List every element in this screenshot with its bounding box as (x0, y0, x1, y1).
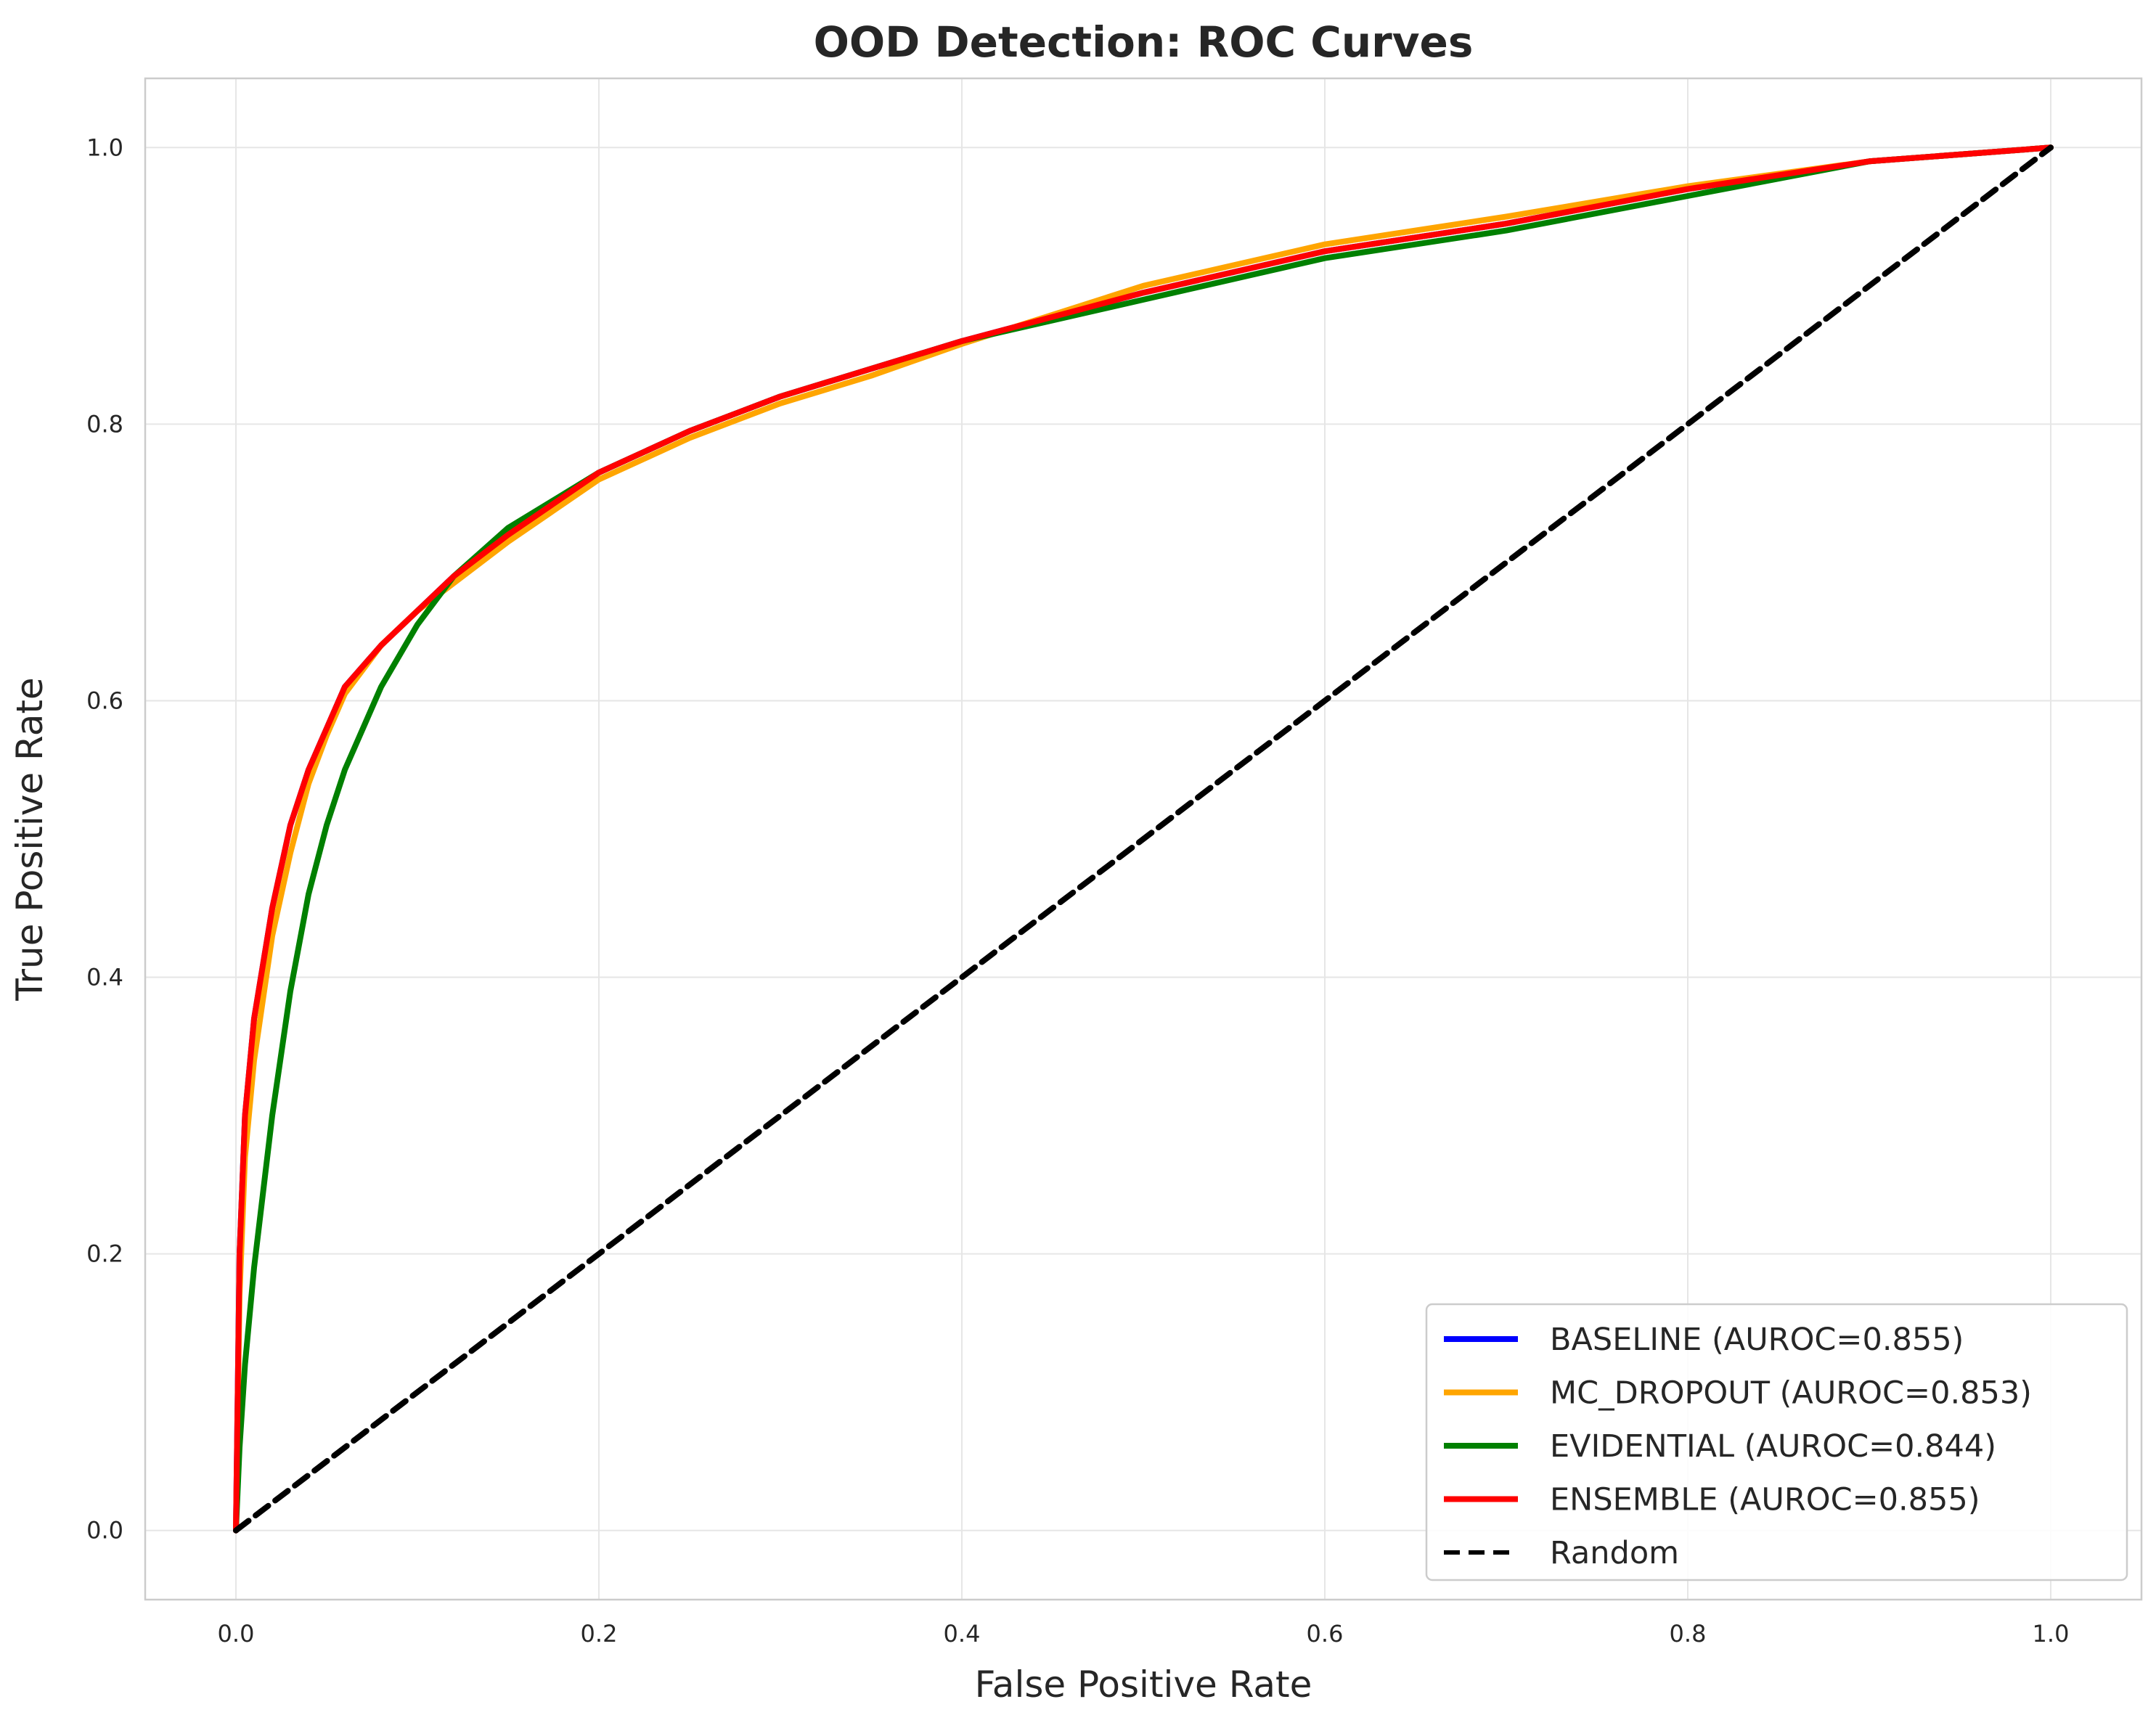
legend-label: Random (1550, 1535, 1679, 1571)
series-group (233, 144, 2054, 1534)
tick-labels: 0.0 0.2 0.4 0.6 0.8 1.0 0.0 0.2 0.4 0.6 0.8 1.0 (86, 134, 2069, 1648)
y-tick-label: 0.0 (86, 1517, 123, 1544)
y-axis-label: True Positive Rate (9, 677, 51, 1001)
y-tick-label: 0.8 (86, 410, 123, 438)
legend-label: EVIDENTIAL (AUROC=0.844) (1550, 1428, 1996, 1465)
x-tick-label: 0.4 (944, 1620, 981, 1648)
x-tick-label: 0.6 (1307, 1620, 1344, 1648)
x-axis-label: False Positive Rate (975, 1663, 1312, 1706)
legend: BASELINE (AUROC=0.855) MC_DROPOUT (AUROC=… (1425, 1303, 2128, 1581)
x-tick-label: 0.8 (1670, 1620, 1707, 1648)
series-line-ensemble (233, 144, 2054, 1534)
y-tick-label: 0.2 (86, 1240, 123, 1268)
legend-box (1425, 1303, 2128, 1581)
chart-title: OOD Detection: ROC Curves (814, 17, 1474, 67)
y-tick-label: 0.6 (86, 687, 123, 714)
legend-label: BASELINE (AUROC=0.855) (1550, 1322, 1964, 1358)
y-tick-label: 0.4 (86, 964, 123, 991)
y-tick-label: 1.0 (86, 134, 123, 161)
x-tick-label: 0.0 (218, 1620, 255, 1648)
grid (145, 78, 2141, 1600)
x-tick-label: 0.2 (581, 1620, 618, 1648)
legend-label: ENSEMBLE (AUROC=0.855) (1550, 1482, 1980, 1518)
series-line-mc-dropout (233, 144, 2054, 1534)
x-tick-label: 1.0 (2033, 1620, 2070, 1648)
legend-label: MC_DROPOUT (AUROC=0.853) (1550, 1375, 2032, 1412)
plot-area-frame (144, 77, 2143, 1601)
series-line-random (233, 144, 2054, 1534)
